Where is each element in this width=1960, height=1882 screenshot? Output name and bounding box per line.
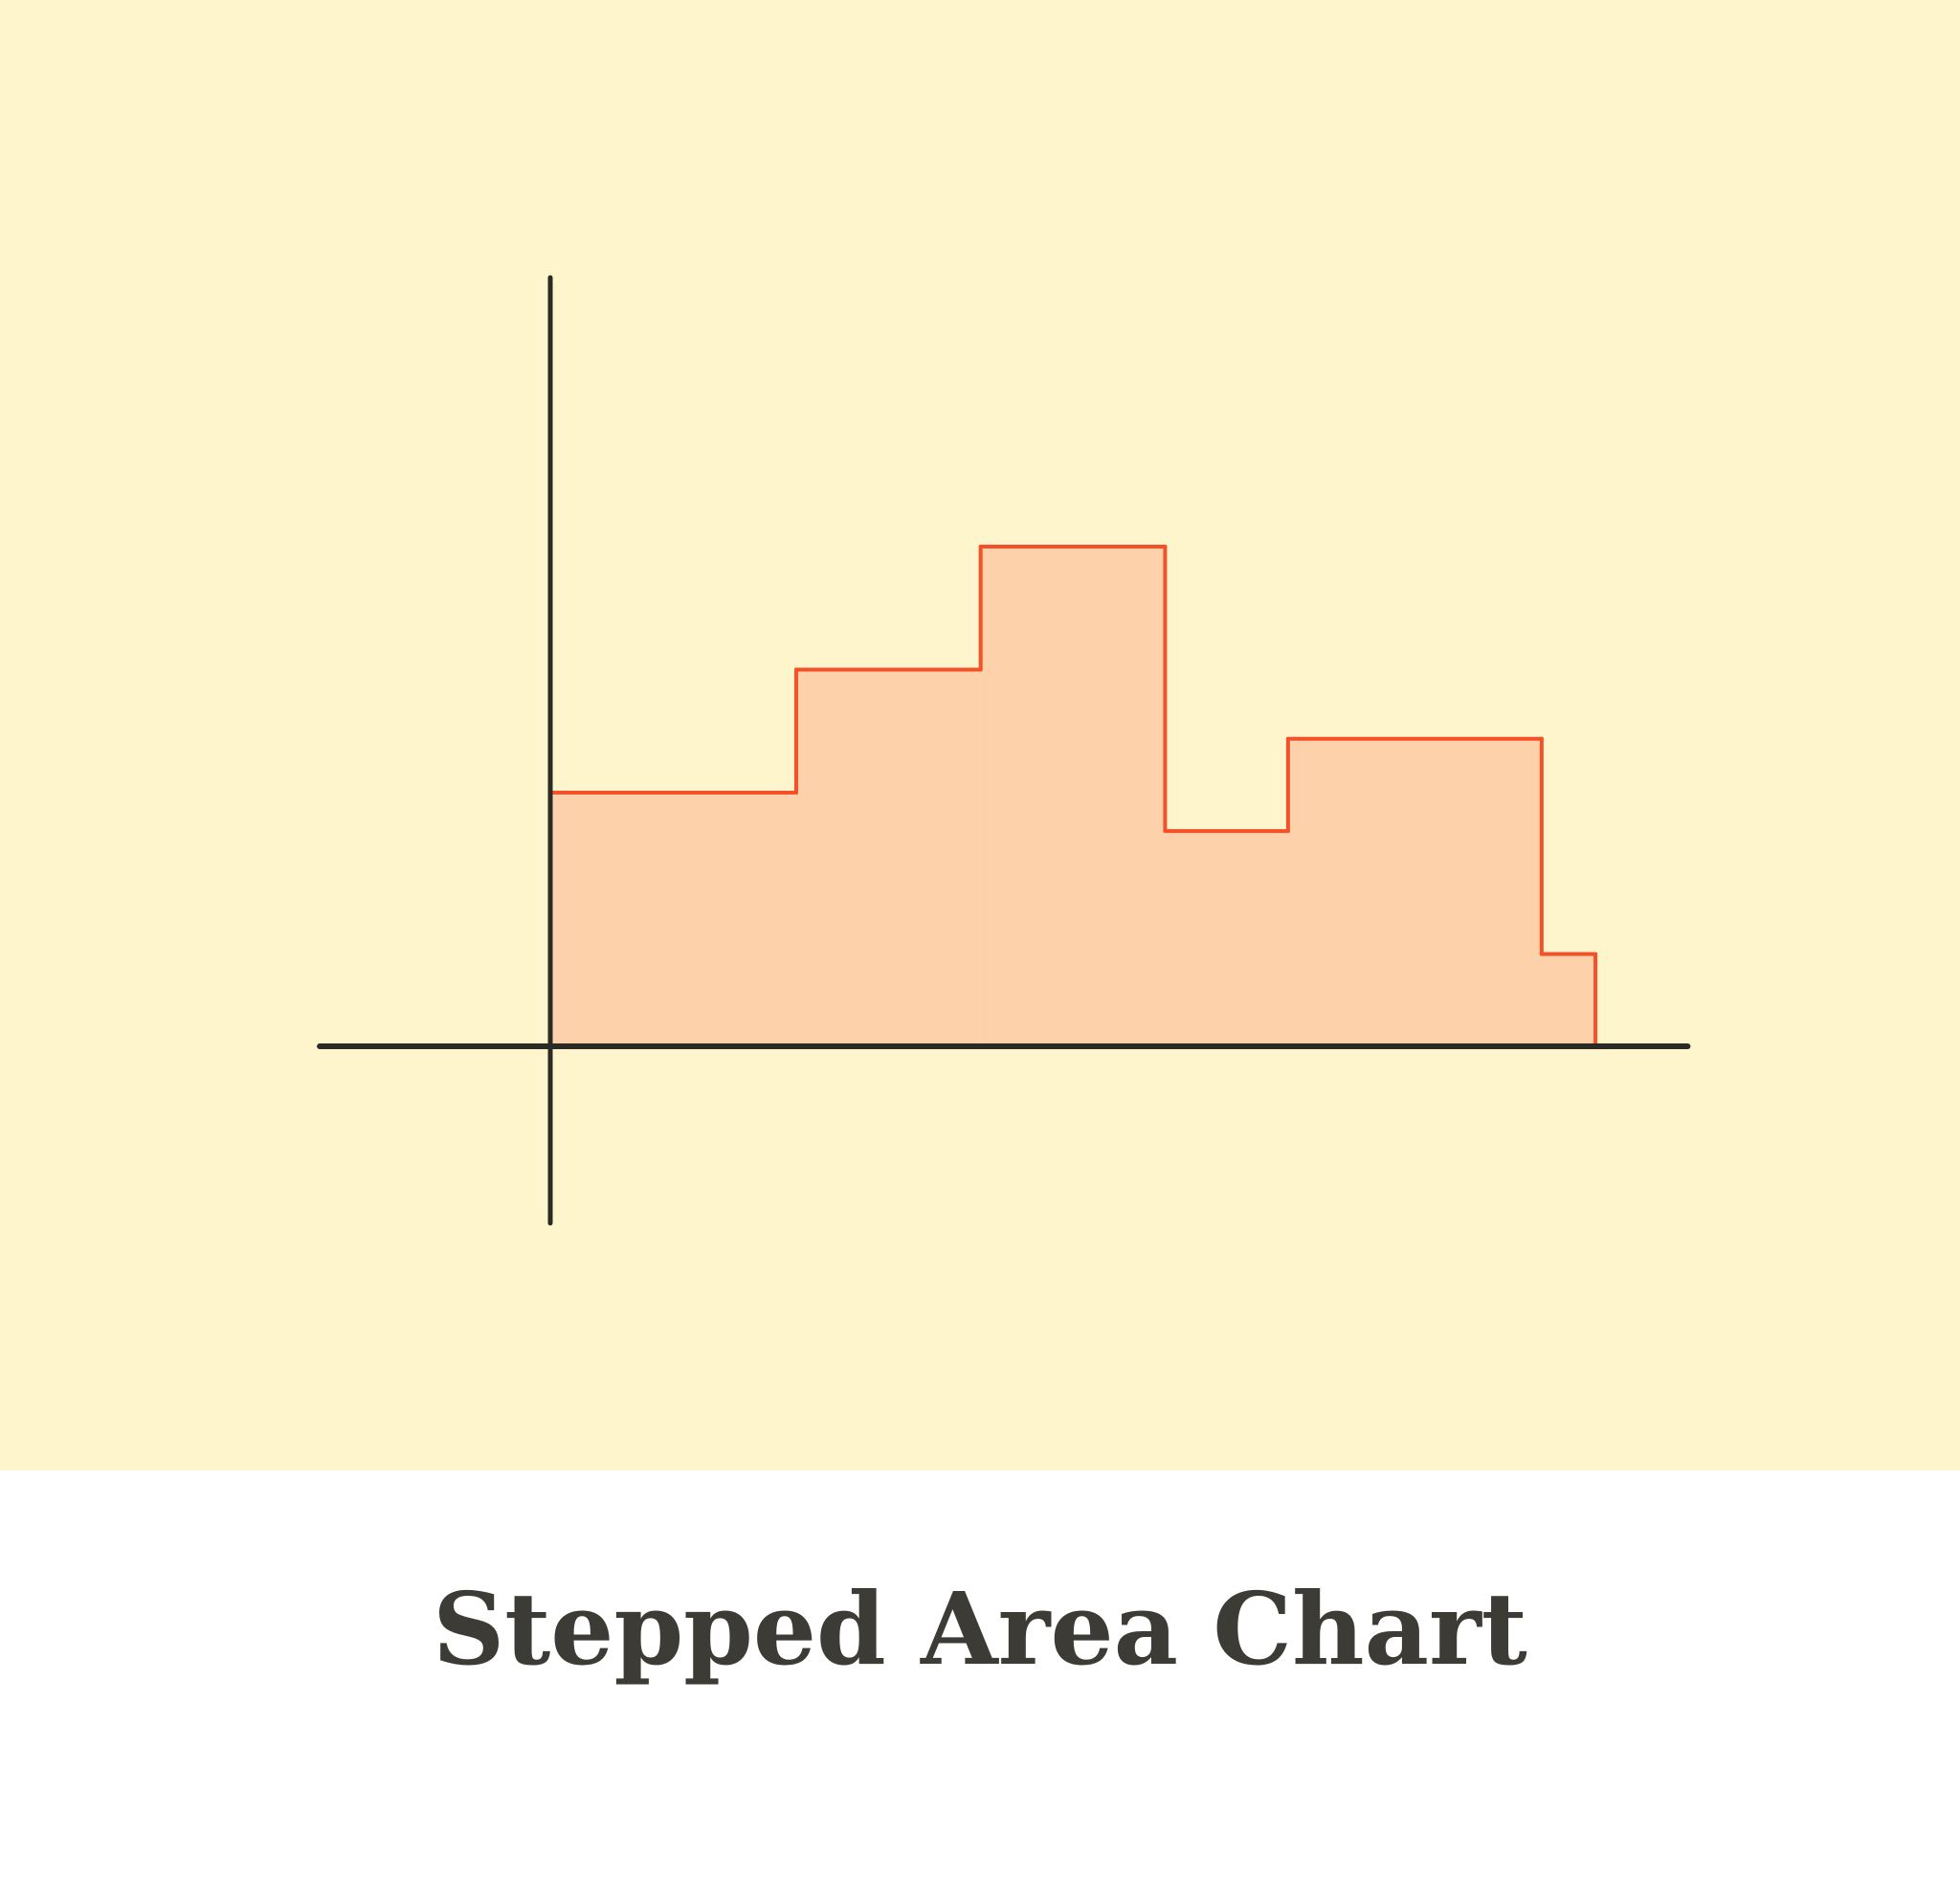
step-area	[1287, 738, 1542, 1046]
step-area	[1165, 831, 1288, 1046]
step-area	[550, 793, 796, 1046]
step-area	[795, 669, 981, 1046]
step-area	[980, 547, 1166, 1046]
step-area	[1541, 953, 1596, 1046]
chart	[0, 0, 1960, 1470]
chart-title: Stepped Area Chart	[433, 1570, 1527, 1688]
